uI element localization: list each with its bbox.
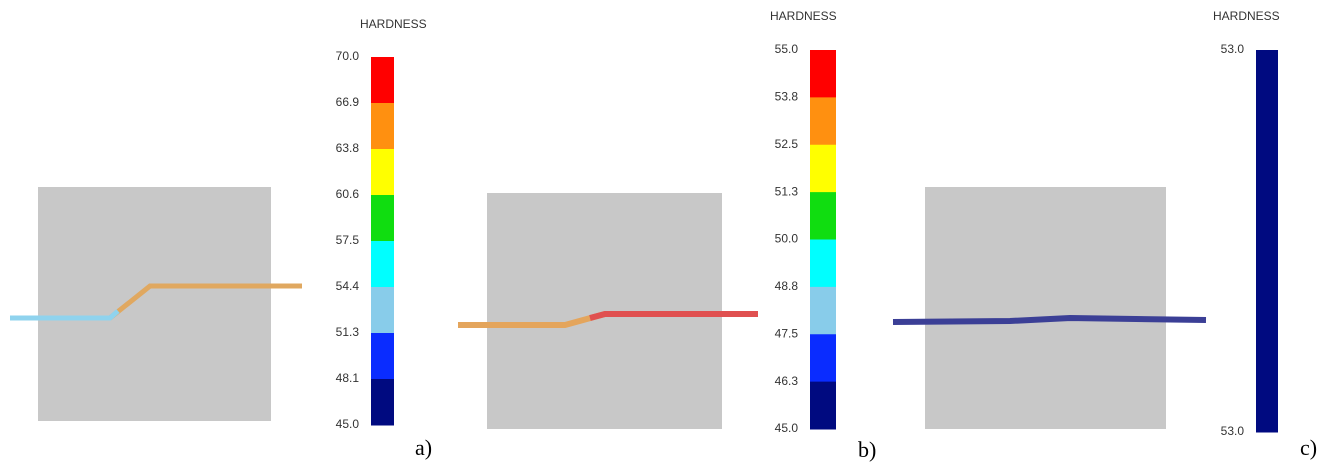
tick-label: 48.1 bbox=[336, 371, 360, 385]
color-band bbox=[371, 287, 394, 334]
color-band bbox=[371, 149, 394, 196]
color-band bbox=[371, 103, 394, 150]
color-band bbox=[810, 97, 836, 145]
sheet bbox=[38, 187, 271, 421]
tick-label: 60.6 bbox=[336, 187, 360, 201]
color-band bbox=[810, 382, 836, 430]
figure: HARDNESS 70.0 66.9 63.8 60.6 57.5 54.4 51.3 48.1… bbox=[0, 0, 1333, 463]
color-band bbox=[371, 333, 394, 380]
legend-title: HARDNESS bbox=[360, 17, 427, 31]
tick-label: 54.4 bbox=[336, 279, 360, 293]
color-band bbox=[810, 287, 836, 335]
tick-label: 53.0 bbox=[1221, 424, 1245, 438]
tick-label: 46.3 bbox=[775, 374, 799, 388]
color-band bbox=[810, 334, 836, 382]
sheet bbox=[925, 187, 1166, 429]
tick-label: 45.0 bbox=[775, 421, 799, 435]
panel-label: c) bbox=[1300, 435, 1317, 460]
color-band bbox=[810, 192, 836, 240]
color-band bbox=[810, 145, 836, 193]
color-band bbox=[810, 240, 836, 288]
panel-label: a) bbox=[415, 435, 432, 460]
color-band bbox=[371, 195, 394, 242]
tick-label: 55.0 bbox=[775, 42, 799, 56]
strip bbox=[893, 318, 1206, 322]
tick-label: 51.3 bbox=[336, 325, 360, 339]
tick-label: 45.0 bbox=[336, 417, 360, 431]
tick-label: 48.8 bbox=[775, 279, 799, 293]
color-band bbox=[371, 57, 394, 104]
color-band bbox=[371, 379, 394, 426]
color-band bbox=[1256, 50, 1278, 433]
tick-label: 53.0 bbox=[1221, 42, 1245, 56]
tick-label: 50.0 bbox=[775, 232, 799, 246]
tick-label: 63.8 bbox=[336, 141, 360, 155]
tick-label: 53.8 bbox=[775, 90, 799, 104]
color-band bbox=[810, 50, 836, 98]
tick-label: 57.5 bbox=[336, 233, 360, 247]
legend-title: HARDNESS bbox=[1213, 9, 1280, 23]
tick-label: 47.5 bbox=[775, 326, 799, 340]
tick-label: 52.5 bbox=[775, 137, 799, 151]
legend-title: HARDNESS bbox=[770, 9, 837, 23]
tick-label: 70.0 bbox=[336, 49, 360, 63]
color-band bbox=[371, 241, 394, 288]
panel-label: b) bbox=[858, 437, 876, 462]
tick-label: 66.9 bbox=[336, 95, 360, 109]
tick-label: 51.3 bbox=[775, 184, 799, 198]
